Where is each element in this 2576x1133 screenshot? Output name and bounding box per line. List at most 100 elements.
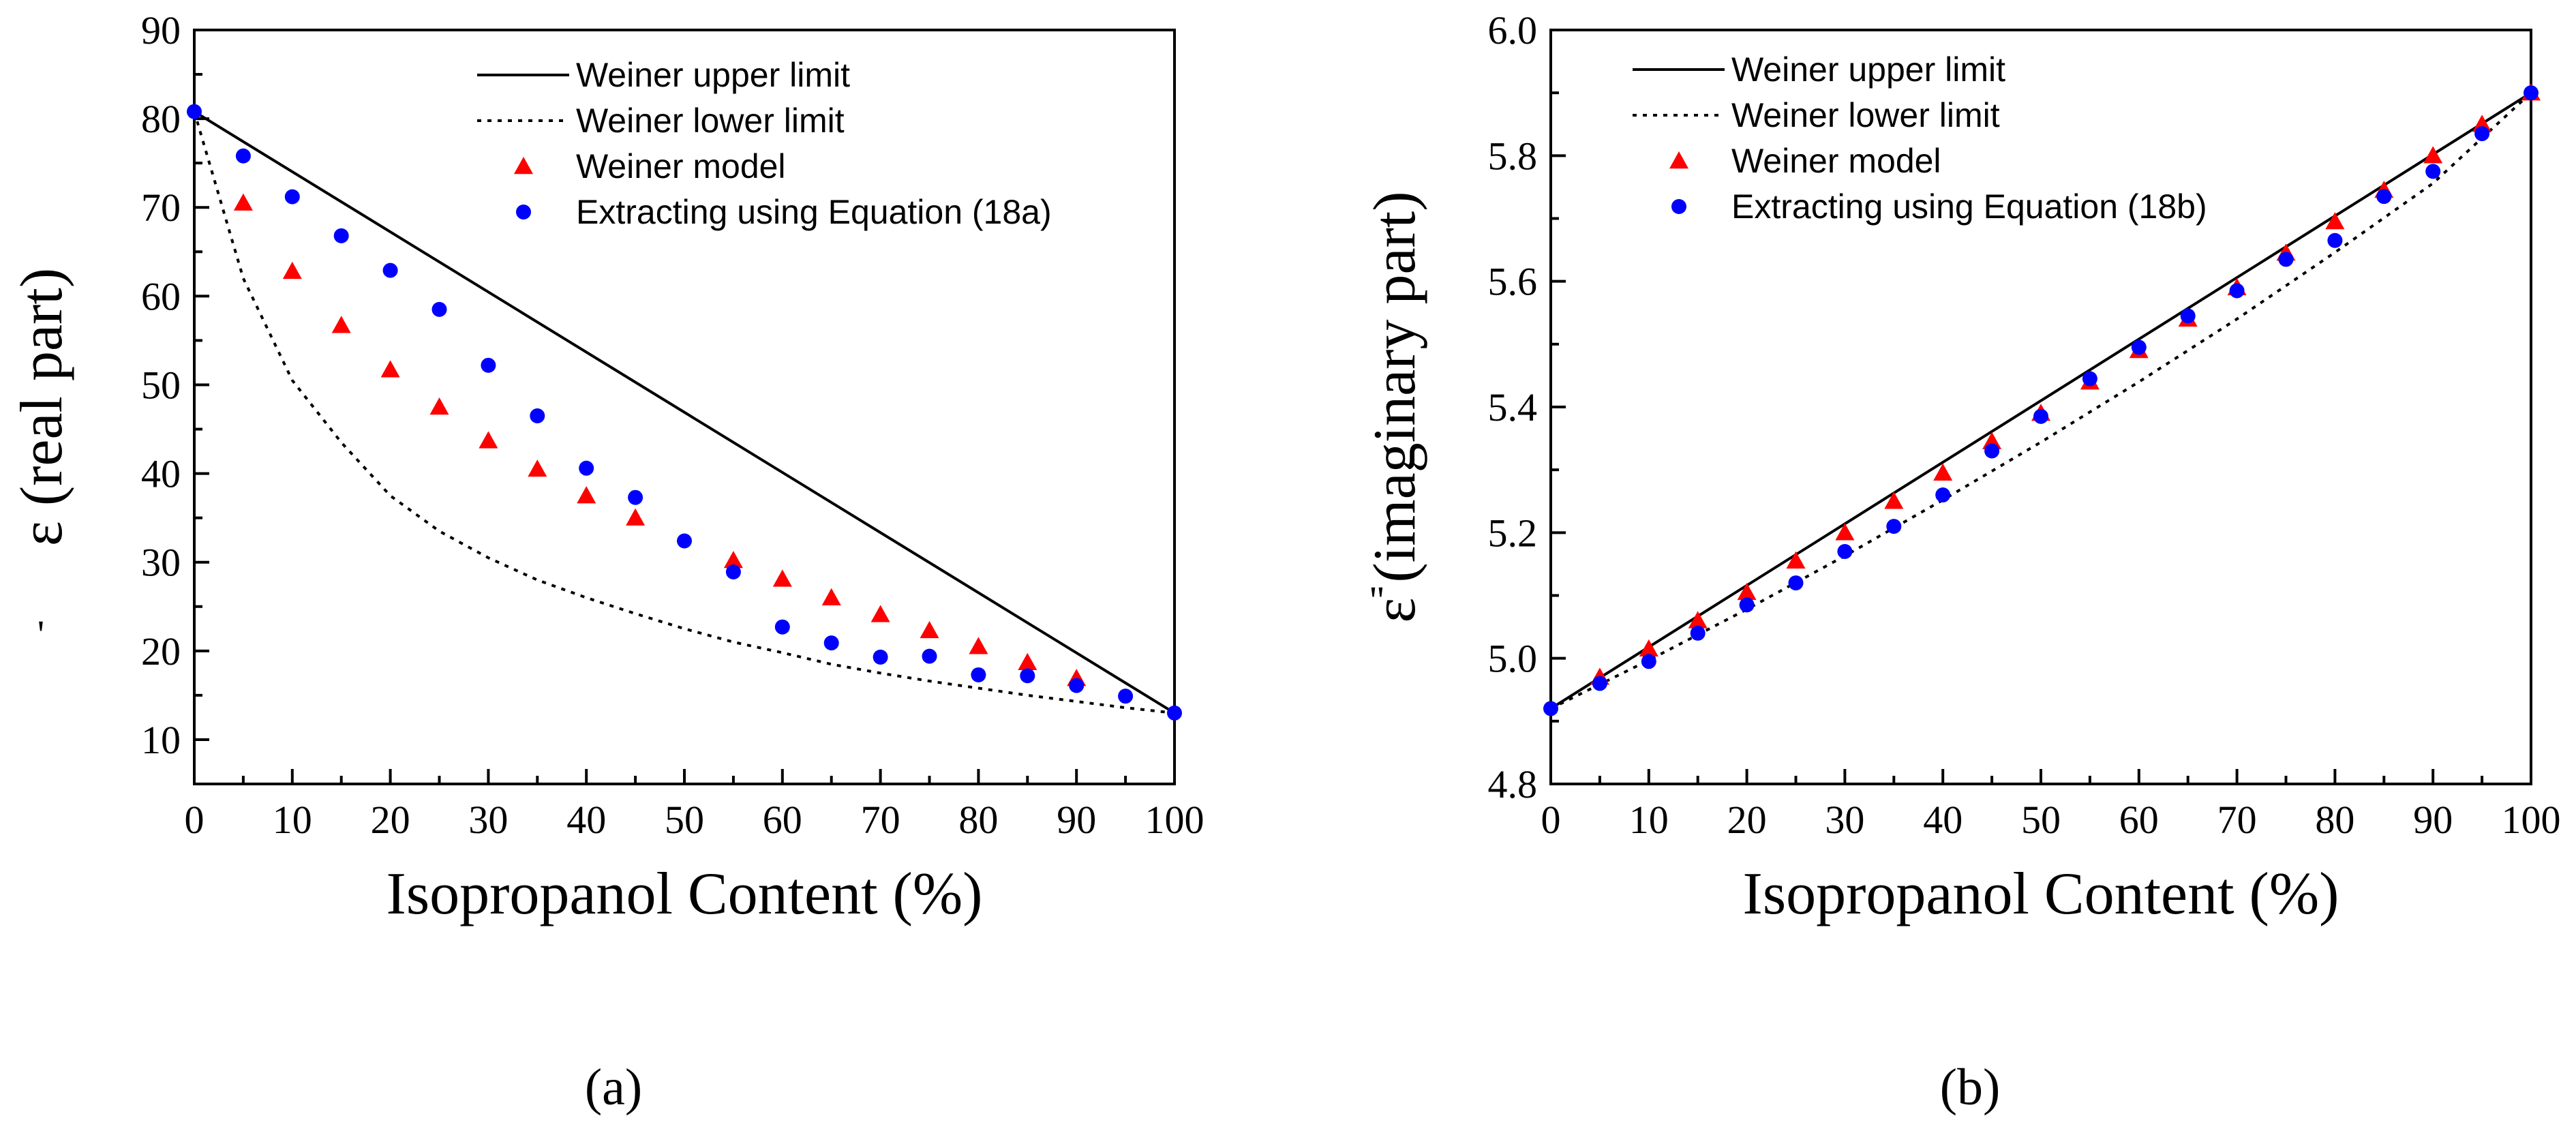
x-tick-label: 100 [1145, 798, 1204, 842]
y-axis-title: ε (imaginary part) [1362, 191, 1428, 622]
extracted-point [1592, 676, 1607, 691]
weiner-model-point [282, 261, 302, 280]
extracted-point [2180, 308, 2196, 324]
extracted-point [1935, 487, 1951, 503]
y-tick-label: 5.8 [1488, 134, 1538, 178]
extracted-point [2474, 126, 2490, 142]
extracted-point [774, 619, 790, 635]
legend-label: Weiner lower limit [576, 102, 845, 140]
x-tick-label: 0 [1541, 798, 1561, 842]
x-tick-label: 60 [763, 798, 802, 842]
extracted-point [1167, 705, 1182, 721]
x-tick-label: 60 [2119, 798, 2159, 842]
extracted-point [1641, 654, 1656, 669]
panel-label: (b) [1940, 1059, 2001, 1116]
legend-swatch-triangle [1669, 151, 1688, 169]
weiner-model-point [429, 397, 449, 415]
extracted-point [1543, 701, 1558, 716]
weiner-model-point [1018, 652, 1037, 670]
x-tick-label: 10 [273, 798, 312, 842]
extracted-point [2229, 283, 2245, 299]
weiner-model-point [821, 588, 841, 605]
extracted-point [971, 667, 986, 682]
extracted-point [187, 104, 202, 119]
y-tick-label: 40 [141, 452, 181, 496]
y-tick-label: 6.0 [1488, 8, 1538, 52]
extracted-point [2524, 85, 2539, 101]
x-tick-label: 20 [1727, 798, 1767, 842]
extracted-point [284, 189, 300, 205]
extracted-point [1118, 689, 1134, 704]
extracted-point [579, 460, 594, 476]
extracted-point [235, 148, 251, 164]
y-tick-label: 20 [141, 629, 181, 674]
extracted-point [382, 262, 398, 278]
weiner-model-point [233, 193, 253, 211]
legend-swatch-triangle [514, 157, 533, 175]
legend-label: Weiner upper limit [576, 56, 850, 94]
extracted-point [2327, 232, 2343, 248]
legend-label: Weiner upper limit [1731, 50, 2005, 89]
weiner-model-point [1786, 551, 1806, 569]
weiner-model-point [528, 459, 547, 477]
extracted-point [2131, 339, 2147, 355]
extracted-point [628, 489, 643, 505]
x-axis-title: Isopropanol Content (%) [1743, 861, 2339, 927]
panel-b: 0 10 20 30 40 50 60 70 80 90 100 4.8 5.0 5.2 5.4 5.6 5.8… [1362, 8, 2561, 1116]
extracted-point [431, 301, 447, 317]
extracted-point [922, 648, 937, 664]
legend-label: Weiner model [1731, 142, 1941, 180]
x-tick-label: 10 [1629, 798, 1669, 842]
y-tick-label: 90 [141, 8, 181, 52]
legend-label: Extracting using Equation (18b) [1731, 187, 2207, 226]
y-tick-label: 30 [141, 541, 181, 585]
weiner-model-point [1639, 639, 1658, 657]
extracted-point [677, 533, 692, 549]
weiner-model-point [1835, 523, 1855, 541]
y-axis-symbol: ε [1362, 598, 1428, 623]
weiner-model-point [2423, 146, 2443, 164]
legend-label: Weiner lower limit [1731, 96, 2000, 134]
panel-label: (a) [585, 1059, 642, 1116]
extracted-point [1788, 575, 1804, 591]
extracted-point [1020, 668, 1035, 684]
weiner-model-point [1982, 432, 2002, 449]
weiner-model-point [1933, 463, 1953, 481]
extracted-point [823, 635, 839, 651]
legend-label: Extracting using Equation (18a) [576, 193, 1052, 231]
weiner-model-point [626, 508, 646, 526]
upper-limit-line [1549, 91, 2532, 710]
y-axis-symbol: ε [9, 521, 75, 546]
extracted-point [873, 649, 888, 665]
x-tick-label: 40 [1923, 798, 1963, 842]
x-tick-label: 90 [1057, 798, 1096, 842]
y-tick-label: 5.2 [1488, 511, 1538, 555]
y-tick-label: 80 [141, 97, 181, 141]
x-tick-label: 40 [566, 798, 606, 842]
extracted-point [1690, 625, 1706, 641]
y-axis-prime: " [1369, 578, 1385, 622]
x-tick-label: 30 [1825, 798, 1864, 842]
x-tick-label: 100 [2502, 798, 2561, 842]
y-tick-label: 5.4 [1488, 385, 1538, 429]
y-tick-label: 5.0 [1488, 637, 1538, 681]
extracted-point [2278, 252, 2294, 267]
x-tick-label: 20 [371, 798, 410, 842]
x-tick-label: 0 [185, 798, 204, 842]
weiner-model-point [1688, 611, 1708, 629]
legend-swatch-circle [1671, 199, 1686, 214]
weiner-model-point [577, 486, 596, 504]
y-tick-label: 60 [141, 274, 181, 318]
extracted-point [1984, 443, 2000, 459]
x-axis-title: Isopropanol Content (%) [387, 861, 983, 927]
lower-limit-line [193, 111, 1175, 714]
weiner-model-point [723, 551, 743, 569]
x-tick-label: 90 [2413, 798, 2453, 842]
weiner-model-point [1737, 582, 1757, 601]
weiner-model-point [969, 637, 988, 654]
weiner-model-point [2472, 115, 2492, 132]
extracted-point [2033, 408, 2048, 424]
extracted-point [1069, 678, 1085, 693]
weiner-model-point [772, 569, 792, 587]
y-tick-label: 50 [141, 363, 181, 407]
